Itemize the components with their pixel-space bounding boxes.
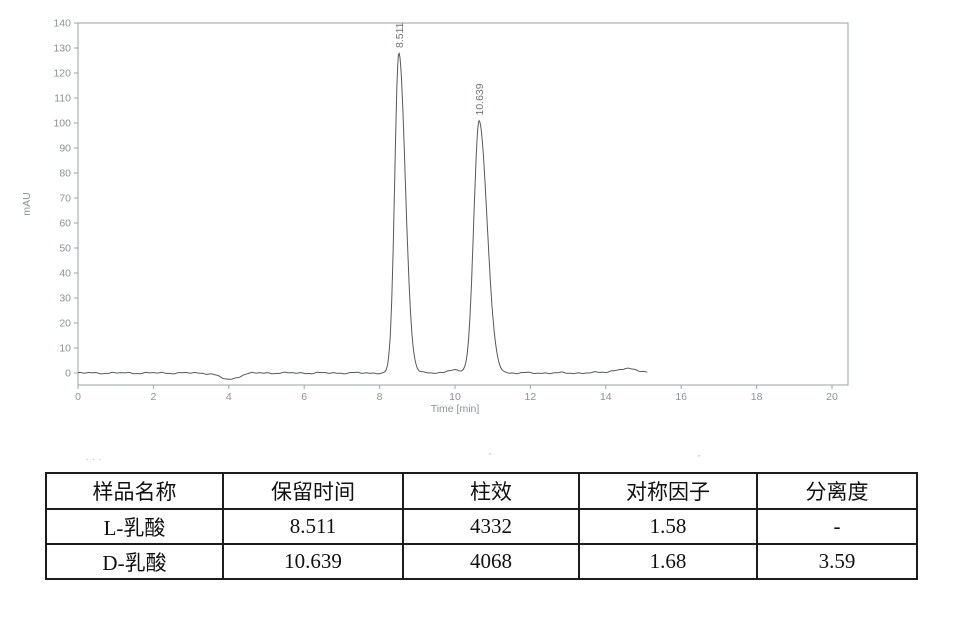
x-tick-label: 0 xyxy=(75,391,81,403)
cropped-text-artifact: ··· xyxy=(86,456,105,464)
cell-symmetry-factor: 1.68 xyxy=(578,543,758,580)
x-tick-label: 20 xyxy=(826,391,838,403)
table-row: L-乳酸 8.511 4332 1.58 - xyxy=(45,508,918,545)
col-header-column-efficiency: 柱效 xyxy=(402,472,580,510)
y-tick-label: 120 xyxy=(53,68,71,80)
x-tick-label: 6 xyxy=(301,391,307,403)
y-tick-label: 70 xyxy=(59,193,71,205)
y-tick-label: 40 xyxy=(59,268,71,280)
cell-column-efficiency: 4332 xyxy=(402,508,580,545)
y-tick-label: 0 xyxy=(65,368,71,380)
cell-symmetry-factor: 1.58 xyxy=(578,508,758,545)
y-tick-label: 110 xyxy=(54,93,71,105)
y-tick-label: 60 xyxy=(59,218,71,230)
chromatogram-svg: 0 10 20 30 40 50 60 70 80 90 100 110 120 130 140 0 2 4 6 8 1… xyxy=(21,18,849,415)
cell-sample-name: D-乳酸 xyxy=(45,543,224,580)
chromatogram-panel: 0 10 20 30 40 50 60 70 80 90 100 110 120 130 140 0 2 4 6 8 1… xyxy=(21,18,849,415)
x-tick-label: 8 xyxy=(377,391,383,403)
plot-border xyxy=(77,22,849,386)
y-tick-label: 10 xyxy=(59,343,71,355)
y-tick-label: 100 xyxy=(53,118,71,130)
y-axis-title: mAU xyxy=(21,192,33,215)
y-tick-label: 30 xyxy=(59,293,71,305)
col-header-retention-time: 保留时间 xyxy=(222,472,404,510)
x-tick-label: 18 xyxy=(751,391,763,403)
col-header-sample-name: 样品名称 xyxy=(45,472,224,510)
x-tick-label: 10 xyxy=(449,391,461,403)
table-row: D-乳酸 10.639 4068 1.68 3.59 xyxy=(45,543,918,580)
peak-label: 10.639 xyxy=(474,83,486,115)
x-tick-label: 14 xyxy=(600,391,612,403)
y-tick-label: 90 xyxy=(59,143,71,155)
col-header-symmetry-factor: 对称因子 xyxy=(578,472,758,510)
x-tick-label: 2 xyxy=(150,391,156,403)
y-tick-label: 130 xyxy=(53,43,71,55)
y-tick-label: 140 xyxy=(53,18,71,30)
x-axis-title: Time [min] xyxy=(431,403,480,415)
cell-resolution: - xyxy=(756,508,918,545)
y-tick-label: 50 xyxy=(59,243,71,255)
y-tick-label: 80 xyxy=(59,168,71,180)
cell-column-efficiency: 4068 xyxy=(402,543,580,580)
cell-retention-time: 8.511 xyxy=(222,508,404,545)
table-header-row: 样品名称 保留时间 柱效 对称因子 分离度 xyxy=(45,472,918,510)
peak-label: 8.511 xyxy=(394,22,406,48)
cropped-text-artifact: , xyxy=(698,449,700,458)
chromatogram-trace xyxy=(77,52,648,380)
cropped-text-artifact: , xyxy=(489,447,491,456)
results-table: 样品名称 保留时间 柱效 对称因子 分离度 L-乳酸 8.511 4332 1.… xyxy=(45,472,918,580)
y-tick-label: 20 xyxy=(59,318,71,330)
x-tick-label: 4 xyxy=(226,391,232,403)
x-tick-label: 12 xyxy=(525,391,537,403)
x-tick-label: 16 xyxy=(675,391,687,403)
col-header-resolution: 分离度 xyxy=(756,472,918,510)
cell-resolution: 3.59 xyxy=(756,543,918,580)
cell-retention-time: 10.639 xyxy=(222,543,404,580)
cell-sample-name: L-乳酸 xyxy=(45,508,224,545)
